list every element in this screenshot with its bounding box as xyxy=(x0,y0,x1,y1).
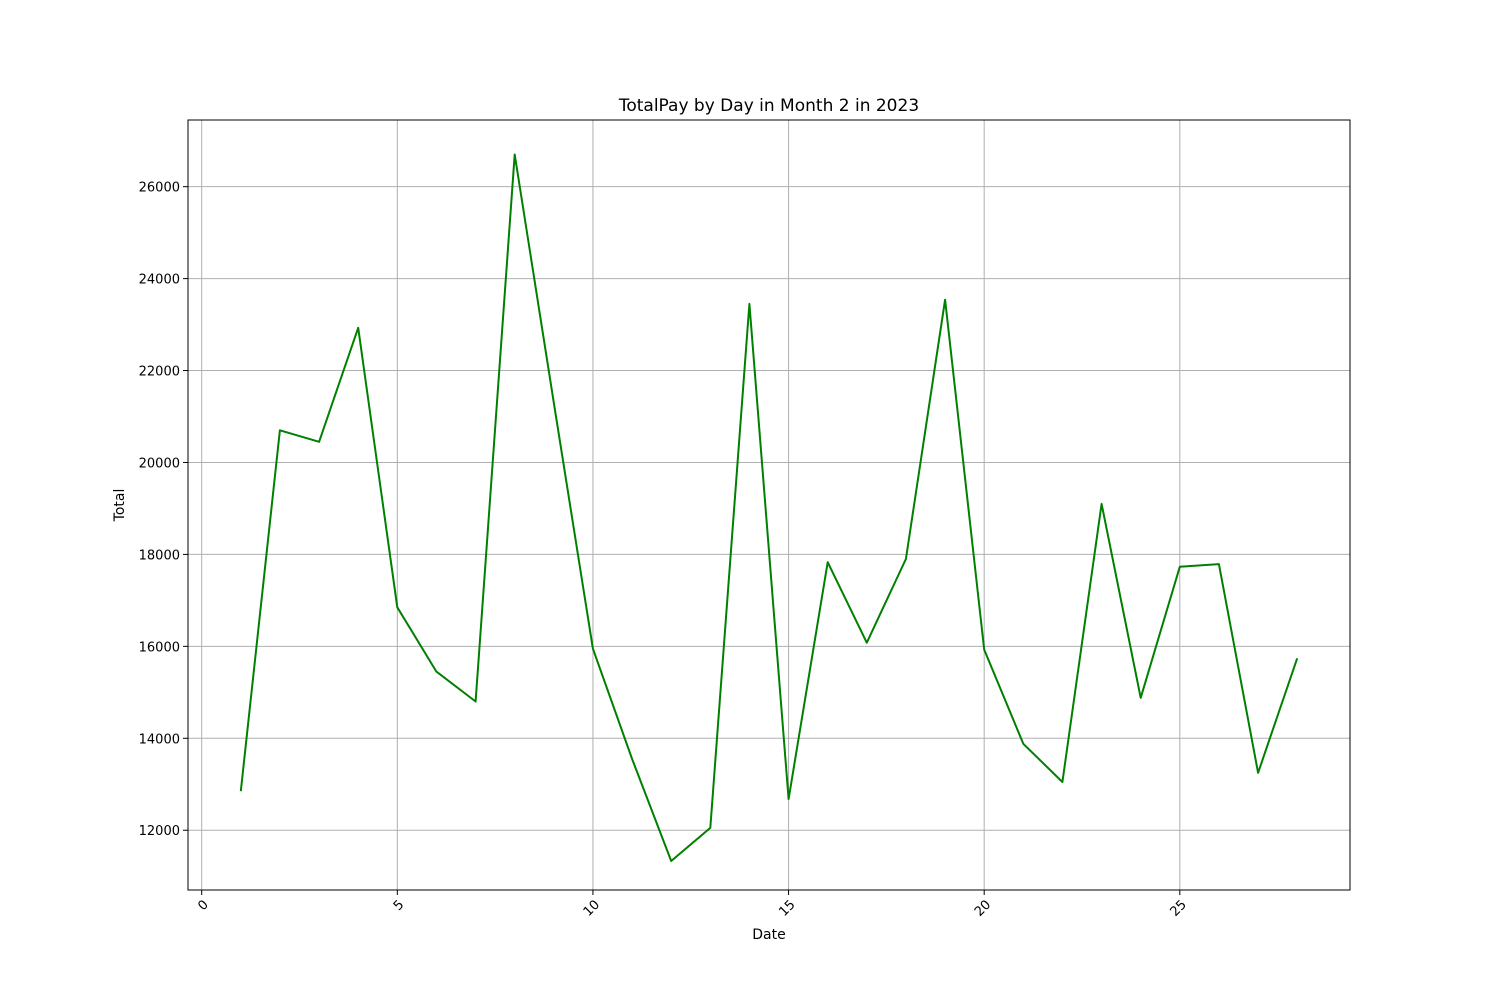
y-tick-label: 18000 xyxy=(139,548,180,563)
series-layer xyxy=(239,153,1299,862)
y-tick-label: 20000 xyxy=(139,456,180,471)
grid-lines xyxy=(188,120,1350,890)
y-tick-label: 24000 xyxy=(139,273,180,288)
y-tick-label: 16000 xyxy=(139,640,180,655)
axis-ticks: 0 5 10 15 20 25120001400016000180002000022000… xyxy=(139,181,1190,920)
y-tick-label: 12000 xyxy=(139,824,180,839)
y-tick-label: 26000 xyxy=(139,181,180,196)
y-axis-label: Total xyxy=(112,489,128,523)
chart-title: TotalPay by Day in Month 2 in 2023 xyxy=(618,96,919,116)
x-axis-label: Date xyxy=(752,927,785,943)
plot-frame xyxy=(187,119,1351,891)
y-tick-label: 22000 xyxy=(139,365,180,380)
series-line xyxy=(239,153,1299,862)
y-tick-label: 14000 xyxy=(139,732,180,747)
